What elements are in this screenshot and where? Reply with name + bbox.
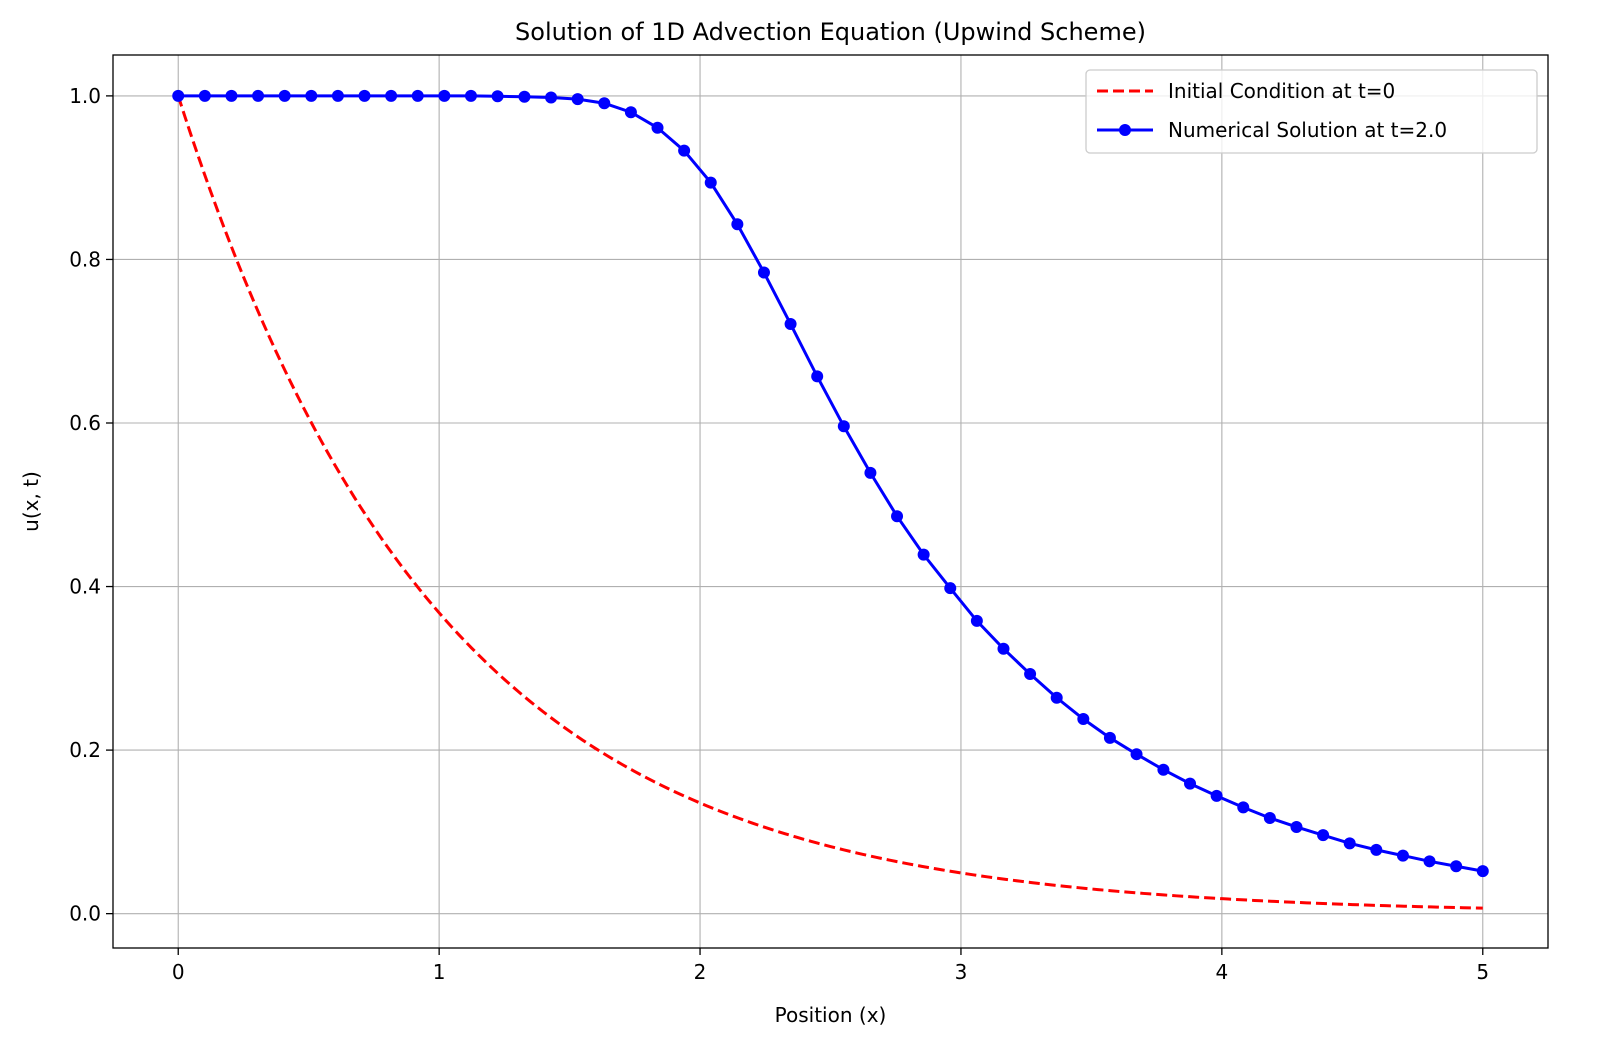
y-tick-label: 0.4 — [69, 575, 101, 599]
plot-frame — [112, 54, 1549, 949]
numerical-solution-point — [331, 89, 344, 102]
numerical-solution-point — [358, 89, 371, 102]
numerical-solution-point — [1077, 713, 1090, 726]
numerical-solution-point — [278, 89, 291, 102]
numerical-solution-point — [704, 176, 717, 189]
numerical-solution-point — [1263, 811, 1276, 824]
numerical-solution-point — [970, 614, 983, 627]
numerical-solution-point — [545, 91, 558, 104]
initial-condition-line — [176, 95, 1483, 910]
numerical-solution-point — [1103, 731, 1116, 744]
x-tick-label: 2 — [694, 960, 707, 984]
numerical-solution-point — [1450, 860, 1463, 873]
numerical-solution-point — [1237, 801, 1250, 814]
numerical-solution-point — [811, 370, 824, 383]
x-tick-label: 0 — [172, 960, 185, 984]
numerical-solution-point — [1184, 777, 1197, 790]
numerical-solution-point — [1476, 865, 1489, 878]
numerical-solution-point — [438, 89, 451, 102]
x-tick-label: 4 — [1215, 960, 1228, 984]
numerical-solution-point — [252, 89, 265, 102]
numerical-solution-point — [1210, 789, 1223, 802]
numerical-solution-point — [1050, 691, 1063, 704]
numerical-solution-point — [1130, 748, 1143, 761]
numerical-solution-point — [518, 90, 531, 103]
numerical-solution-point — [624, 106, 637, 119]
y-axis-label: u(x, t) — [19, 471, 43, 532]
numerical-solution-point — [1024, 668, 1037, 681]
numerical-solution-point — [678, 144, 691, 157]
chart-title: Solution of 1D Advection Equation (Upwin… — [515, 18, 1146, 46]
y-tick-label: 1.0 — [69, 84, 101, 108]
numerical-solution-point — [464, 89, 477, 102]
numerical-solution-point — [598, 97, 611, 110]
legend-label-initial-condition: Initial Condition at t=0 — [1168, 79, 1395, 103]
legend-marker-numerical-solution — [1119, 124, 1131, 136]
legend: Initial Condition at t=0 Numerical Solut… — [1085, 69, 1538, 154]
numerical-solution-point — [1317, 829, 1330, 842]
numerical-solution-point — [198, 89, 211, 102]
numerical-solution-point — [864, 466, 877, 479]
numerical-solution-point — [571, 93, 584, 106]
x-tick-label: 5 — [1476, 960, 1489, 984]
numerical-solution-point — [1343, 837, 1356, 850]
numerical-solution-point — [1423, 855, 1436, 868]
y-tick-label: 0.2 — [69, 738, 101, 762]
x-tick-label: 1 — [433, 960, 446, 984]
x-axis-label: Position (x) — [775, 1003, 887, 1027]
x-tick-label: 3 — [955, 960, 968, 984]
numerical-solution-point — [491, 90, 504, 103]
legend-box — [1085, 69, 1538, 154]
numerical-solution-point — [731, 218, 744, 231]
numerical-solution-point — [411, 89, 424, 102]
y-tick-label: 0.8 — [69, 247, 101, 271]
numerical-solution-point — [172, 89, 185, 102]
y-tick-label: 0.6 — [69, 411, 101, 435]
numerical-solution-point — [944, 582, 957, 595]
numerical-solution-point — [305, 89, 318, 102]
numerical-solution-point — [1396, 849, 1409, 862]
numerical-solution-point — [917, 548, 930, 561]
legend-label-numerical-solution: Numerical Solution at t=2.0 — [1168, 118, 1447, 142]
numerical-solution-point — [385, 89, 398, 102]
numerical-solution-point — [837, 420, 850, 433]
numerical-solution-point — [891, 510, 904, 523]
y-tick-label: 0.0 — [69, 902, 101, 926]
numerical-solution-point — [784, 318, 797, 331]
axis-ticks: 0 1 2 3 4 5 0.0 0.2 0.4 0.6 0.8 1.0 — [69, 84, 1489, 984]
numerical-solution-point — [1290, 820, 1303, 833]
numerical-solution-point — [1370, 843, 1383, 856]
numerical-solution-point — [651, 121, 664, 134]
numerical-solution-point — [225, 89, 238, 102]
numerical-solution-point — [757, 266, 770, 279]
numerical-solution-point — [997, 642, 1010, 655]
numerical-solution-point — [1157, 763, 1170, 776]
plot-series — [172, 89, 1489, 910]
